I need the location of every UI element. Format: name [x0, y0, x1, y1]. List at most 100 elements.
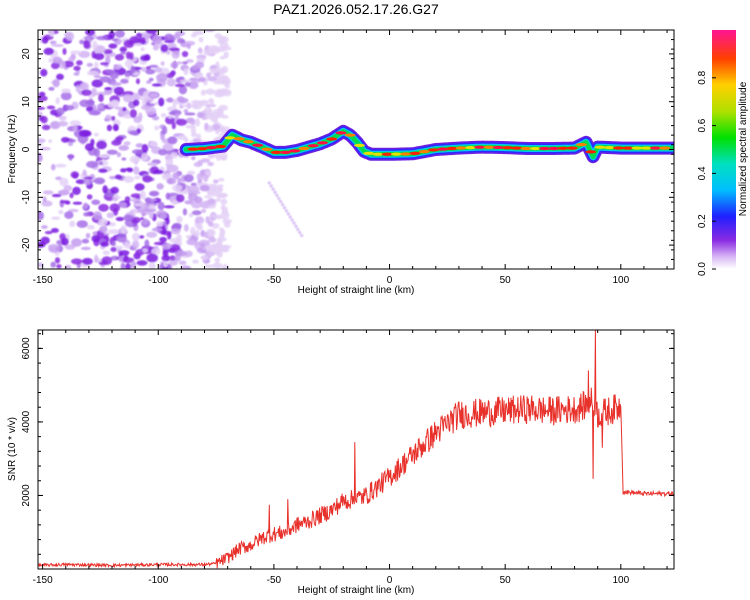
spectrogram-ridge-core — [612, 146, 624, 150]
spectrogram-noise-blob — [148, 77, 154, 82]
spectrogram-noise-blob — [75, 85, 81, 93]
spectrogram-noise-blob — [200, 255, 209, 261]
spectrogram-noise-blob — [38, 153, 43, 162]
spectrogram-noise-blob — [214, 72, 220, 77]
spectrogram-noise-blob — [182, 208, 188, 216]
spectrogram-noise-blob — [218, 80, 230, 85]
spectrogram-noise-blob — [183, 266, 189, 269]
spectrogram-noise-blob — [133, 43, 143, 47]
spectrogram-noise-blob — [85, 30, 96, 36]
spectrogram-y-tick-label: 20 — [21, 48, 32, 60]
spectrogram-noise-blob — [110, 255, 120, 261]
spectrogram-noise-blob — [207, 76, 217, 82]
spectrogram-noise-blob — [174, 83, 186, 88]
spectrogram-noise-blob — [171, 49, 180, 59]
spectrogram-noise-blob — [206, 72, 212, 78]
spectrogram-noise-blob — [100, 241, 109, 247]
spectrogram-noise-blob — [211, 223, 220, 229]
spectrogram-noise-blob — [185, 59, 194, 63]
spectrogram-noise-blob — [207, 98, 214, 103]
spectrogram-noise-blob — [141, 143, 149, 153]
spectrogram-streak-dot — [275, 193, 279, 197]
spectrogram-noise-blob — [102, 185, 108, 194]
spectrogram-noise-blob — [87, 98, 94, 108]
spectrogram-noise-blob — [146, 80, 152, 84]
spectrogram-noise-blob — [48, 139, 53, 144]
spectrogram-ridge-core — [353, 143, 365, 147]
spectrogram-noise-blob — [38, 91, 46, 97]
spectrogram-ridge-core — [594, 145, 606, 149]
spectrogram-noise-blob — [110, 82, 122, 86]
spectrogram-noise-blob — [93, 132, 99, 137]
spectrogram-noise-blob — [57, 120, 69, 127]
spectrogram-ridge-core — [400, 152, 412, 156]
spectrogram-noise-blob — [196, 133, 202, 140]
spectrogram-noise-blob — [98, 168, 108, 173]
spectrogram-noise-blob — [129, 155, 141, 164]
spectrogram-noise-blob — [191, 210, 202, 216]
spectrogram-noise-blob — [151, 83, 162, 87]
spectrogram-noise-blob — [197, 159, 204, 165]
spectrogram-noise-blob — [169, 255, 177, 262]
spectrogram-noise-blob — [188, 212, 194, 218]
spectrogram-noise-blob — [144, 239, 150, 249]
spectrogram-noise-blob — [171, 122, 176, 130]
snr-x-tick-label: -50 — [267, 575, 282, 586]
spectrogram-noise-blob — [67, 208, 79, 213]
spectrogram-noise-blob — [109, 203, 121, 213]
spectrogram-noise-blob — [146, 253, 159, 263]
spectrogram-noise-blob — [87, 224, 95, 230]
spectrogram-noise-blob — [152, 45, 160, 51]
spectrogram-noise-blob — [165, 192, 171, 200]
snr-x-tick-label: -150 — [33, 575, 53, 586]
spectrogram-noise-blob — [152, 115, 160, 121]
spectrogram-noise-blob — [183, 174, 194, 183]
spectrogram-noise-blob — [156, 183, 164, 190]
spectrogram-noise-blob — [111, 38, 118, 42]
spectrogram-ridge-core — [224, 136, 236, 140]
spectrogram-noise-blob — [122, 94, 133, 103]
spectrogram-noise-blob — [86, 105, 94, 112]
spectrogram-noise-blob — [81, 257, 93, 265]
spectrogram-noise-blob — [203, 106, 211, 115]
spectrogram-y-tick-label: 0 — [21, 146, 32, 152]
spectrogram-noise-blob — [167, 136, 178, 145]
spectrogram-noise-blob — [131, 149, 144, 155]
spectrogram-noise-blob — [48, 86, 55, 91]
spectrogram-noise-blob — [124, 242, 132, 249]
spectrogram-noise-blob — [99, 76, 111, 83]
spectrogram-noise-blob — [160, 132, 165, 141]
spectrogram-noise-blob — [70, 171, 80, 179]
spectrogram-ridge-core — [363, 151, 375, 155]
spectrogram-x-tick-label: 100 — [612, 275, 629, 286]
spectrogram-noise-blob — [114, 245, 124, 250]
spectrogram-noise-blob — [186, 239, 196, 245]
spectrogram-noise-blob — [151, 227, 163, 232]
spectrogram-noise-blob — [94, 61, 99, 70]
colorbar-gradient — [712, 30, 736, 269]
spectrogram-noise-blob — [113, 86, 125, 95]
spectrogram-ridge-core — [427, 148, 439, 152]
spectrogram-ridge-core — [603, 145, 615, 150]
spectrogram-x-tick-label: -150 — [33, 275, 53, 286]
spectrogram-noise-blob — [120, 262, 126, 269]
spectrogram-noise-blob — [217, 192, 228, 199]
spectrogram-noise-blob — [60, 91, 72, 101]
spectrogram-noise-blob — [197, 247, 203, 252]
spectrogram-noise-blob — [217, 107, 222, 113]
spectrogram-ridge-core — [298, 146, 310, 151]
spectrogram-ridge-core — [575, 143, 587, 147]
spectrogram-noise-blob — [114, 106, 124, 110]
spectrogram-noise-blob — [204, 251, 215, 257]
spectrogram-noise-blob — [188, 81, 199, 90]
spectrogram-noise-blob — [85, 232, 91, 239]
spectrogram-noise-blob — [220, 156, 228, 161]
spectrogram-noise-blob — [161, 125, 168, 135]
spectrogram-noise-blob — [131, 92, 141, 102]
spectrogram-noise-blob — [217, 177, 225, 182]
spectrogram-noise-blob — [112, 197, 118, 202]
spectrogram-noise-blob — [210, 185, 219, 192]
spectrogram-noise-blob — [118, 145, 130, 151]
spectrogram-noise-blob — [148, 64, 159, 68]
